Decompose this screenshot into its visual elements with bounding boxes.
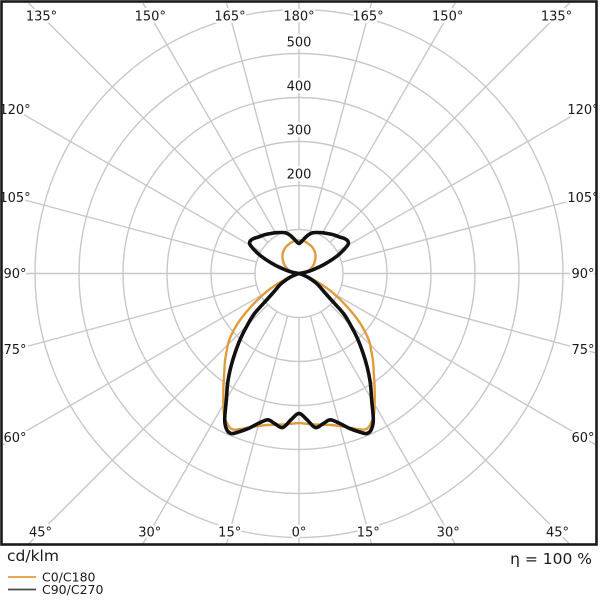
grid-spoke-60 — [336, 294, 596, 446]
angle-label-45: 45° — [546, 526, 569, 541]
angle-label-120: 120° — [567, 103, 598, 118]
tick-labels: 0° 15° 15° 30° 30° 45° 45° 60° 60° 75° 75° 90° 90° 10… — [0, 7, 600, 543]
angle-label-150: 150° — [432, 10, 463, 25]
legend-label-c90-c270: C90/C270 — [42, 582, 103, 597]
grid-spoke-105 — [341, 193, 596, 263]
angle-label-15: 15° — [218, 526, 241, 541]
angle-label-120: 120° — [0, 103, 31, 118]
grid-spoke-150 — [320, 3, 456, 236]
legend: C0/C180 C90/C270 — [8, 570, 103, 597]
angle-label-15: 15° — [357, 526, 380, 541]
angle-label-90: 90° — [571, 267, 594, 282]
unit-label: cd/klm — [7, 547, 59, 565]
angle-label-60: 60° — [571, 431, 594, 446]
angle-label-30: 30° — [437, 526, 460, 541]
curve-c90-c270 — [222, 230, 376, 436]
grid-spoke--135 — [27, 3, 269, 243]
radial-label-300: 300 — [287, 124, 312, 139]
distribution-curves — [222, 230, 376, 436]
grid-spoke--60 — [3, 294, 262, 446]
grid-spoke--165 — [225, 3, 289, 232]
angle-label-30: 30° — [138, 526, 161, 541]
angle-label-75: 75° — [3, 343, 26, 358]
efficiency-label: η = 100 % — [510, 550, 592, 568]
angle-label-135: 135° — [541, 10, 572, 25]
angle-label-75: 75° — [571, 343, 594, 358]
angle-label-0: 0° — [292, 526, 307, 541]
angle-label-60: 60° — [3, 431, 26, 446]
grid-spoke--120 — [3, 101, 262, 253]
angle-label-180: 180° — [283, 10, 314, 25]
grid-spoke--75 — [3, 284, 257, 354]
grid-spoke--30 — [142, 311, 278, 544]
grid-spoke-120 — [336, 101, 596, 253]
plot-border — [0, 0, 598, 546]
angle-label-45: 45° — [29, 526, 52, 541]
grid-spoke-45 — [329, 304, 571, 544]
angle-label-150: 150° — [135, 10, 166, 25]
angle-label-165: 165° — [352, 10, 383, 25]
grid-spoke-165 — [309, 3, 373, 232]
angle-label-105: 105° — [567, 191, 598, 206]
grid-spoke--150 — [142, 3, 278, 236]
radial-label-200: 200 — [287, 168, 312, 183]
angle-label-165: 165° — [214, 10, 245, 25]
grid-spoke--105 — [3, 193, 257, 263]
angle-label-105: 105° — [0, 191, 31, 206]
radial-label-400: 400 — [287, 80, 312, 95]
angle-label-90: 90° — [3, 267, 26, 282]
grid-spoke-75 — [341, 284, 596, 354]
legend-label-c0-c180: C0/C180 — [42, 570, 96, 585]
radial-label-500: 500 — [287, 36, 312, 51]
angle-label-135: 135° — [26, 10, 57, 25]
grid-spoke-30 — [320, 311, 456, 544]
grid-spoke--45 — [27, 304, 269, 544]
grid-spoke-135 — [329, 3, 571, 243]
